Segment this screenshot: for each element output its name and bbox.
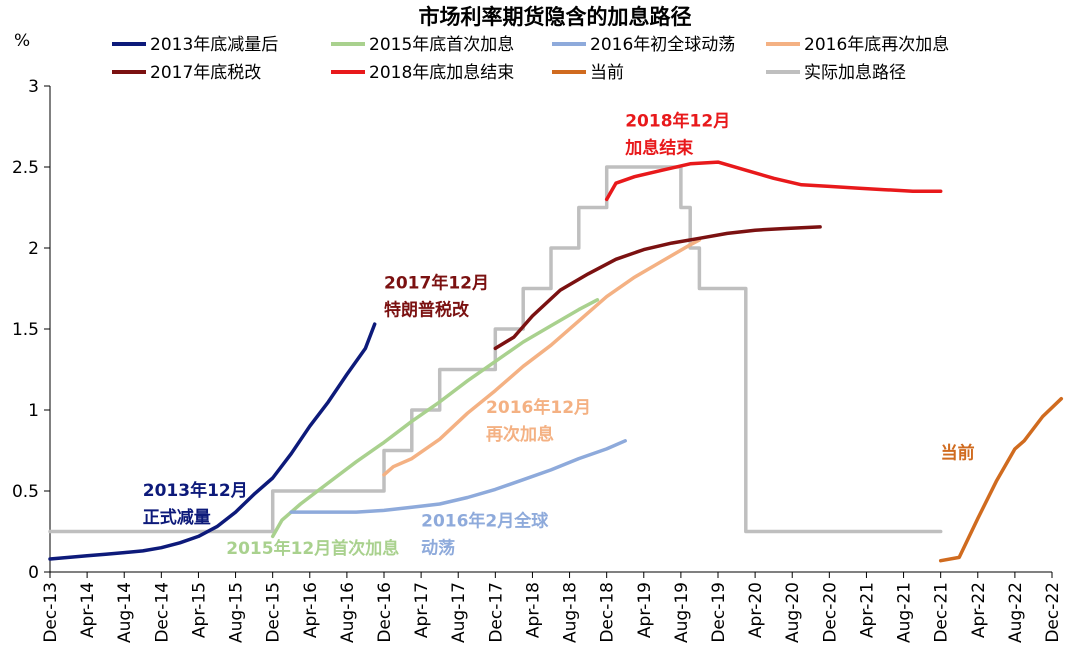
legend-label: 2016年底再次加息 bbox=[804, 35, 949, 55]
legend-label: 2013年底减量后 bbox=[150, 35, 278, 55]
x-tick-label: Dec-21 bbox=[932, 582, 952, 643]
annotation-line: 2015年12月首次加息 bbox=[226, 538, 399, 559]
x-tick-label: Aug-19 bbox=[672, 582, 692, 643]
legend-label: 2015年底首次加息 bbox=[369, 35, 514, 55]
x-tick-label: Apr-16 bbox=[301, 582, 321, 638]
y-tick-label: 0.5 bbox=[12, 482, 39, 502]
annotation-line: 当前 bbox=[941, 443, 975, 464]
annotation-label: 2017年12月特朗普税改 bbox=[384, 273, 489, 321]
annotation-label: 2015年12月首次加息 bbox=[226, 538, 399, 559]
x-tick-label: Dec-19 bbox=[709, 582, 729, 643]
y-axis-unit-label: % bbox=[14, 31, 30, 51]
x-tick-label: Aug-17 bbox=[449, 582, 469, 643]
x-tick-label: Dec-18 bbox=[598, 582, 618, 643]
x-tick-label: Dec-13 bbox=[41, 582, 61, 643]
x-tick-label: Dec-14 bbox=[152, 582, 172, 643]
annotation-line: 特朗普税改 bbox=[384, 300, 470, 321]
series-line bbox=[48, 165, 943, 534]
series-lines bbox=[48, 160, 1064, 563]
annotation-line: 2018年12月 bbox=[625, 111, 730, 132]
x-tick-label: Apr-15 bbox=[189, 582, 209, 638]
x-tick-label: Aug-15 bbox=[227, 582, 247, 643]
y-tick-label: 1 bbox=[28, 401, 39, 421]
annotation-label: 2018年12月加息结束 bbox=[624, 111, 730, 159]
x-tick-label: Dec-17 bbox=[486, 582, 506, 643]
x-tick-label: Aug-14 bbox=[115, 582, 135, 643]
series-line bbox=[270, 298, 600, 539]
x-tick-label: Aug-22 bbox=[1006, 582, 1026, 643]
x-tick-label: Dec-15 bbox=[264, 582, 284, 643]
x-tick-label: Apr-20 bbox=[746, 582, 766, 638]
series-line bbox=[604, 160, 943, 202]
annotation-line: 2016年2月全球 bbox=[421, 511, 549, 532]
x-tick-label: Aug-16 bbox=[338, 582, 358, 643]
legend-label: 2017年底税改 bbox=[150, 63, 261, 83]
annotation-label: 2016年12月再次加息 bbox=[486, 397, 591, 445]
x-tick-label: Aug-21 bbox=[895, 582, 915, 643]
series-line bbox=[493, 225, 822, 351]
annotation-line: 2017年12月 bbox=[384, 273, 489, 294]
x-tick-label: Apr-18 bbox=[523, 582, 543, 638]
chart-title: 市场利率期货隐含的加息路径 bbox=[419, 5, 692, 29]
legend-label: 2018年底加息结束 bbox=[369, 63, 514, 83]
annotation-line: 加息结束 bbox=[624, 138, 693, 159]
y-tick-label: 3 bbox=[28, 77, 39, 97]
x-tick-label: Apr-19 bbox=[635, 582, 655, 638]
x-tick-label: Apr-22 bbox=[969, 582, 989, 638]
x-tick-label: Apr-21 bbox=[857, 582, 877, 638]
x-tick-label: Aug-18 bbox=[561, 582, 581, 643]
series-line bbox=[938, 396, 1064, 563]
legend-label: 实际加息路径 bbox=[804, 63, 906, 83]
series-line bbox=[48, 322, 377, 561]
legend: 2013年底减量后 2015年底首次加息 2016年初全球动荡 2016年底再次加息 2… bbox=[112, 35, 949, 83]
legend-label: 当前 bbox=[590, 63, 624, 83]
annotation-line: 2013年12月 bbox=[143, 480, 248, 501]
annotation-label: 当前 bbox=[941, 443, 975, 464]
series-line bbox=[289, 439, 627, 514]
y-tick-label: 0 bbox=[28, 563, 39, 583]
annotation-label: 2013年12月正式减量 bbox=[143, 480, 248, 528]
y-tick-label: 2 bbox=[28, 239, 39, 259]
series-line bbox=[382, 238, 702, 477]
annotations: 2013年12月正式减量2015年12月首次加息2016年2月全球动荡2016年… bbox=[143, 111, 975, 560]
x-tick-label: Dec-22 bbox=[1043, 582, 1063, 643]
y-tick-label: 2.5 bbox=[12, 158, 39, 178]
annotation-line: 再次加息 bbox=[486, 424, 554, 445]
legend-label: 2016年初全球动荡 bbox=[590, 35, 735, 55]
x-tick-label: Apr-14 bbox=[78, 582, 98, 638]
y-tick-label: 1.5 bbox=[12, 320, 39, 340]
annotation-label: 2016年2月全球动荡 bbox=[421, 511, 549, 559]
annotation-line: 动荡 bbox=[421, 539, 455, 559]
annotation-line: 正式减量 bbox=[143, 507, 211, 528]
x-tick-label: Dec-16 bbox=[375, 582, 395, 643]
annotation-line: 2016年12月 bbox=[486, 397, 591, 418]
x-tick-label: Dec-20 bbox=[820, 582, 840, 643]
axes: 0 0.5 1 1.5 2 2.5 3 Dec-13 Apr-14 Aug-14 Dec-14 Apr… bbox=[12, 77, 1063, 643]
x-tick-label: Apr-17 bbox=[412, 582, 432, 638]
x-tick-label: Aug-20 bbox=[783, 582, 803, 643]
